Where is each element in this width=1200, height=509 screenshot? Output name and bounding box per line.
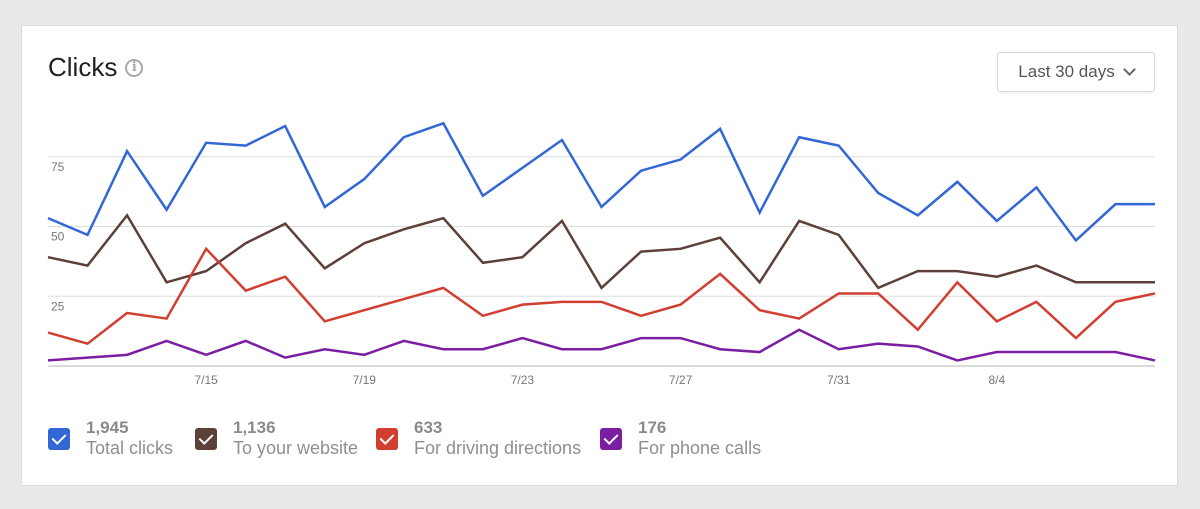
legend-total: 1,945 — [86, 418, 129, 437]
legend-label: For driving directions — [414, 438, 582, 458]
x-tick-label: 7/31 — [827, 373, 851, 387]
legend-label: To your website — [233, 438, 359, 458]
legend-item-total-clicks[interactable]: 1,945 Total clicks — [48, 418, 195, 459]
legend-total: 176 — [638, 418, 667, 437]
legend-item-phone-calls[interactable]: 176 For phone calls — [600, 418, 761, 459]
legend-label: Total clicks — [86, 438, 174, 458]
x-tick-label: 8/4 — [989, 373, 1006, 387]
legend-label: For phone calls — [638, 438, 762, 458]
checkbox-directions[interactable] — [376, 427, 398, 450]
title-text: Clicks — [48, 52, 118, 82]
check-icon — [198, 429, 214, 445]
series-line-for-phone-calls — [47, 328, 1156, 362]
legend-total: 633 — [414, 418, 443, 437]
series-line-to-your-website — [47, 213, 1155, 290]
legend-item-website[interactable]: 1,136 To your website — [195, 418, 376, 459]
legend: 1,945 Total clicks 1,136 To your website 6… — [48, 418, 761, 459]
x-tick-label: 7/15 — [194, 373, 218, 387]
chart-title: Clicks i — [48, 52, 144, 83]
checkbox-total-clicks[interactable] — [48, 427, 70, 450]
checkbox-phone-calls[interactable] — [600, 427, 622, 450]
y-tick-label: 25 — [51, 299, 65, 313]
checkbox-website[interactable] — [195, 427, 217, 450]
x-tick-label: 7/19 — [353, 373, 377, 387]
legend-item-directions[interactable]: 633 For driving directions — [376, 418, 600, 459]
check-icon — [379, 429, 395, 445]
info-icon[interactable]: i — [125, 58, 144, 77]
y-tick-label: 75 — [51, 160, 65, 174]
series-line-total-clicks — [47, 121, 1155, 243]
date-range-label: Last 30 days — [1018, 62, 1115, 81]
check-icon — [603, 429, 619, 445]
date-range-dropdown[interactable]: Last 30 days — [997, 52, 1155, 92]
x-tick-label: 7/23 — [511, 373, 535, 387]
x-tick-label: 7/27 — [669, 373, 693, 387]
legend-total: 1,136 — [233, 418, 276, 437]
series-line-for-driving-directions — [47, 246, 1156, 346]
y-tick-label: 50 — [51, 230, 65, 244]
check-icon — [51, 429, 67, 445]
